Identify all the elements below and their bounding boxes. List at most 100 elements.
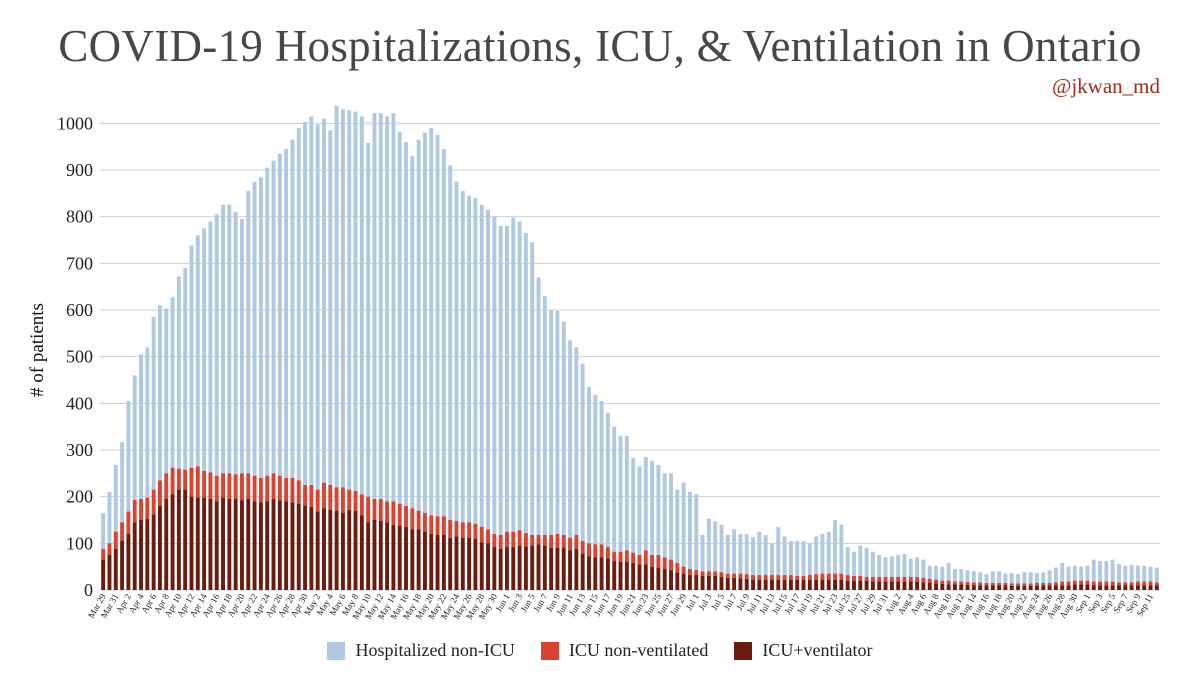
bar-icu-non-ventilated <box>978 582 983 586</box>
bar-icu-non-ventilated <box>454 520 459 537</box>
bar-icu-ventilator <box>984 585 989 590</box>
bar-hospitalized-non-icu <box>372 113 377 499</box>
bar-icu-non-ventilated <box>965 582 970 585</box>
y-axis-ticks: 0 100 200 300 400 500 600 700 800 900 1000 <box>57 113 93 600</box>
bar-icu-ventilator <box>612 561 617 590</box>
bar-icu-non-ventilated <box>877 576 882 582</box>
bar-icu-ventilator <box>883 581 888 590</box>
bar-hospitalized-non-icu <box>145 347 150 498</box>
bar-icu-ventilator <box>1085 584 1090 590</box>
bar-icu-ventilator <box>681 573 686 590</box>
bar-hospitalized-non-icu <box>763 534 768 576</box>
bar-icu-non-ventilated <box>1098 581 1103 586</box>
bar-hospitalized-non-icu <box>959 569 964 582</box>
bar-icu-ventilator <box>435 534 440 590</box>
bar-icu-non-ventilated <box>435 516 440 535</box>
bar-icu-ventilator <box>719 576 724 590</box>
bar-icu-ventilator <box>1079 584 1084 590</box>
bar-icu-ventilator <box>176 489 181 590</box>
bar-icu-ventilator <box>807 579 812 590</box>
bar-hospitalized-non-icu <box>870 551 875 577</box>
bar-icu-ventilator <box>927 583 932 590</box>
bar-icu-non-ventilated <box>826 573 831 580</box>
bar-icu-non-ventilated <box>889 576 894 582</box>
bar-hospitalized-non-icu <box>852 551 856 576</box>
bar-icu-ventilator <box>467 537 472 590</box>
bar-icu-non-ventilated <box>139 499 143 520</box>
bar-icu-ventilator <box>940 583 945 590</box>
bar-hospitalized-non-icu <box>776 527 781 576</box>
bar-hospitalized-non-icu <box>826 531 831 574</box>
bar-icu-non-ventilated <box>763 575 768 580</box>
bar-icu-non-ventilated <box>113 531 118 549</box>
legend-swatch-ventilator <box>734 641 753 660</box>
bar-icu-ventilator <box>656 567 661 590</box>
bar-hospitalized-non-icu <box>410 156 415 509</box>
bar-hospitalized-non-icu <box>422 132 427 514</box>
bar-icu-non-ventilated <box>517 530 522 546</box>
bar-icu-non-ventilated <box>303 485 308 506</box>
bar-icu-non-ventilated <box>145 497 150 520</box>
bar-icu-non-ventilated <box>952 581 957 585</box>
bar-icu-non-ventilated <box>984 583 989 586</box>
bar-hospitalized-non-icu <box>139 354 143 499</box>
bar-hospitalized-non-icu <box>643 457 648 551</box>
bar-hospitalized-non-icu <box>681 482 686 567</box>
bar-icu-ventilator <box>934 583 938 590</box>
bar-icu-ventilator <box>498 548 503 590</box>
bar-hospitalized-non-icu <box>1060 562 1065 582</box>
bar-icu-non-ventilated <box>246 473 251 499</box>
bar-hospitalized-non-icu <box>650 460 655 555</box>
bar-icu-ventilator <box>340 513 345 590</box>
bar-icu-non-ventilated <box>265 475 270 502</box>
bar-icu-non-ventilated <box>511 531 516 548</box>
bar-icu-non-ventilated <box>612 551 617 562</box>
bar-icu-non-ventilated <box>107 543 112 555</box>
bar-icu-ventilator <box>397 525 402 590</box>
bar-icu-ventilator <box>277 500 282 590</box>
bar-icu-ventilator <box>650 566 655 590</box>
bar-icu-non-ventilated <box>801 576 806 580</box>
bar-icu-non-ventilated <box>227 473 232 499</box>
bar-icu-non-ventilated <box>694 569 699 576</box>
bar-icu-ventilator <box>265 501 270 590</box>
bar-icu-ventilator <box>826 579 831 590</box>
bar-hospitalized-non-icu <box>801 541 806 576</box>
bar-hospitalized-non-icu <box>530 242 535 535</box>
bar-hospitalized-non-icu <box>687 492 692 569</box>
bar-hospitalized-non-icu <box>309 116 314 485</box>
bar-icu-non-ventilated <box>340 487 345 513</box>
y-tick-label: 800 <box>66 207 93 227</box>
bar-icu-ventilator <box>145 519 150 590</box>
bar-icu-non-ventilated <box>599 544 604 558</box>
bar-icu-non-ventilated <box>681 566 686 574</box>
bar-icu-non-ventilated <box>713 571 718 576</box>
bar-hospitalized-non-icu <box>568 340 573 538</box>
bar-icu-non-ventilated <box>290 478 295 503</box>
bar-icu-non-ventilated <box>208 472 213 499</box>
bar-icu-ventilator <box>448 537 453 590</box>
bar-icu-ventilator <box>770 579 774 590</box>
bar-hospitalized-non-icu <box>429 128 434 516</box>
bar-icu-ventilator <box>1117 585 1121 590</box>
bar-hospitalized-non-icu <box>795 541 800 576</box>
bar-icu-non-ventilated <box>233 474 238 499</box>
bar-hospitalized-non-icu <box>454 181 459 521</box>
bar-icu-non-ventilated <box>378 499 383 521</box>
bar-hospitalized-non-icu <box>971 571 976 583</box>
bar-hospitalized-non-icu <box>258 177 263 478</box>
bar-icu-ventilator <box>870 581 875 590</box>
bar-icu-ventilator <box>795 579 800 590</box>
bar-icu-non-ventilated <box>776 575 781 580</box>
bar-icu-ventilator <box>959 584 964 590</box>
bar-icu-non-ventilated <box>934 579 938 584</box>
bar-icu-ventilator <box>107 555 112 590</box>
y-tick-label: 700 <box>66 253 93 273</box>
bar-icu-non-ventilated <box>505 531 509 548</box>
bar-icu-non-ventilated <box>971 582 976 586</box>
bar-icu-non-ventilated <box>1016 583 1020 586</box>
bar-hospitalized-non-icu <box>170 296 175 468</box>
bar-icu-non-ventilated <box>429 515 434 534</box>
bar-icu-ventilator <box>296 503 301 590</box>
bar-icu-ventilator <box>1053 585 1058 590</box>
